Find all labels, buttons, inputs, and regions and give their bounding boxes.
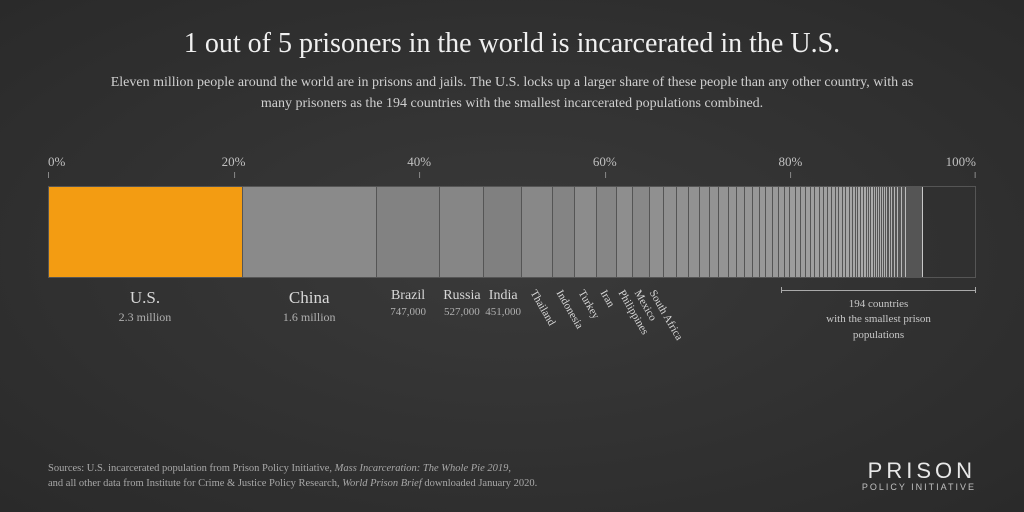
- segment-label: U.S.2.3 million: [119, 288, 172, 325]
- segment-label: Thailand: [527, 288, 557, 328]
- axis-tick: 20%: [222, 154, 246, 170]
- axis-tick: 60%: [593, 154, 617, 170]
- segment-label: Brazil747,000: [390, 288, 426, 318]
- bar-labels: U.S.2.3 million China1.6 million Brazil747…: [48, 284, 976, 414]
- tail-bracket: 194 countrieswith the smallest prisonpop…: [781, 290, 976, 343]
- bar-segment: [243, 187, 377, 277]
- bar-segment: [522, 187, 553, 277]
- bar-segment: [597, 187, 617, 277]
- bar-segment-tail: [745, 187, 752, 277]
- bar-segment-tail: [664, 187, 677, 277]
- bar-segment-tail: [710, 187, 719, 277]
- stacked-bar: [48, 186, 976, 278]
- source-citation: Sources: U.S. incarcerated population fr…: [48, 461, 537, 493]
- axis-tick: 0%: [48, 154, 65, 170]
- segment-label: Iran: [597, 288, 616, 309]
- bar-segment-tail: [719, 187, 728, 277]
- publisher-logo: PRISON POLICY INITIATIVE: [862, 458, 976, 492]
- bar-segment: [650, 187, 664, 277]
- bar-segment: [633, 187, 650, 277]
- bar-segment: [484, 187, 522, 277]
- chart-subtitle: Eleven million people around the world a…: [102, 72, 922, 114]
- bar-segment-tail: [737, 187, 745, 277]
- bar-segment-tail: [689, 187, 700, 277]
- bar-segment-tail: [677, 187, 689, 277]
- chart-title: 1 out of 5 prisoners in the world is inc…: [48, 28, 976, 60]
- bar-segment: [49, 187, 243, 277]
- axis-tick: 80%: [778, 154, 802, 170]
- x-axis: 0% 20% 40% 60% 80% 100%: [48, 154, 976, 174]
- bar-segment: [377, 187, 440, 277]
- bar-segment: [440, 187, 484, 277]
- bar-segment-tail: [729, 187, 737, 277]
- segment-label: India451,000: [485, 288, 521, 318]
- segment-label: Russia527,000: [443, 288, 480, 318]
- bar-segment: [553, 187, 575, 277]
- bar-segment-tail: [700, 187, 710, 277]
- bar-segment-tail: [753, 187, 760, 277]
- bar-segment: [575, 187, 597, 277]
- axis-tick: 100%: [946, 154, 976, 170]
- axis-tick: 40%: [407, 154, 431, 170]
- bar-segment: [617, 187, 633, 277]
- segment-label: China1.6 million: [283, 288, 336, 325]
- bar-segment-tail: [922, 187, 923, 277]
